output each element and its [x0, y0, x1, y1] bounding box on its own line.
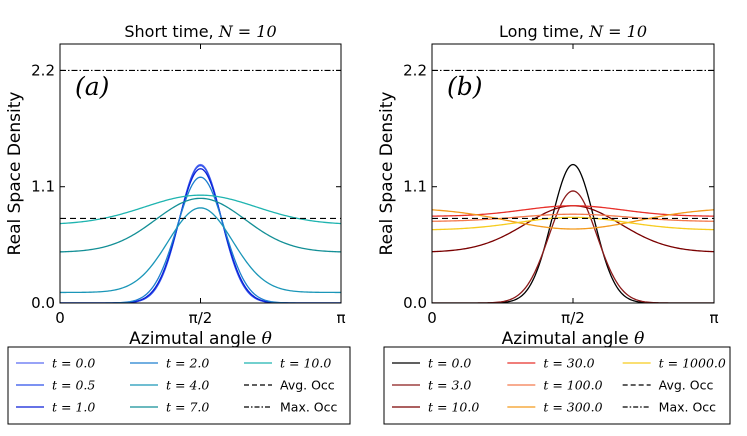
series-line-4.0 [60, 207, 341, 294]
legend-entry-label: t = 7.0 [166, 400, 209, 415]
legend-box [383, 346, 731, 425]
series-line-0.0 [432, 163, 714, 303]
series-line-0.5 [60, 164, 341, 303]
panel-label: (a) [75, 72, 109, 101]
y-tick-label: 2.2 [403, 61, 427, 79]
y-axis-label: Real Space Density [5, 92, 25, 256]
y-tick-label: 2.2 [31, 61, 55, 79]
legend-entry-label: Avg. Occ [280, 378, 335, 393]
chart-title: Short time, N = 10 [124, 22, 276, 41]
legend-entry-label: Max. Occ [659, 400, 717, 415]
legend-entry-label: Max. Occ [280, 400, 338, 415]
series-line-0.0 [60, 163, 341, 303]
legend: t = 0.0 t = 0.5 t = 1.0 t = 2.0 t = 4.0 t = 7… [7, 346, 351, 425]
series-line-7.0 [60, 197, 341, 253]
y-tick-label: 0.0 [403, 294, 427, 312]
legend-entry-label: t = 10.0 [280, 356, 331, 371]
chart-title: Long time, N = 10 [499, 22, 647, 41]
legend-entry-label: t = 100.0 [543, 378, 602, 393]
x-axis-label: Azimutal angle θ [129, 329, 272, 349]
x-tick-label: 0 [55, 309, 65, 327]
panel-label: (b) [447, 72, 483, 101]
series-line-10.0 [60, 194, 341, 225]
legend-entry-label: t = 2.0 [166, 356, 209, 371]
x-tick-label: π [336, 309, 345, 327]
legend: t = 0.0 t = 3.0 t = 10.0 t = 30.0 t = 100.0 t… [383, 346, 731, 425]
x-tick-label: π/2 [189, 309, 213, 327]
legend-entry-label: t = 0.0 [52, 356, 95, 371]
y-tick-label: 1.1 [403, 178, 427, 196]
y-tick-label: 0.0 [31, 294, 55, 312]
legend-entry-label: t = 3.0 [428, 378, 471, 393]
panel-b: Long time, N = 10 0.0 1.1 2.2 0 π/2 π (b) Azimut… [377, 22, 731, 425]
legend-entry-label: t = 4.0 [166, 378, 209, 393]
series-line-100.0 [432, 213, 714, 222]
series-line-2.0 [60, 176, 341, 303]
x-tick-label: 0 [427, 309, 437, 327]
series-line-300.0 [432, 209, 714, 230]
legend-entry-label: t = 1.0 [52, 400, 95, 415]
legend-entry-label: t = 0.5 [52, 378, 95, 393]
legend-entry-label: t = 10.0 [428, 400, 479, 415]
legend-box [7, 346, 351, 425]
x-tick-label: π/2 [561, 309, 585, 327]
y-axis-label: Real Space Density [377, 92, 397, 256]
legend-entry-label: t = 300.0 [543, 400, 602, 415]
legend-entry-label: t = 1000.0 [659, 356, 726, 371]
legend-entry-label: t = 30.0 [543, 356, 594, 371]
y-tick-label: 1.1 [31, 178, 55, 196]
x-axis-label: Azimutal angle θ [502, 329, 645, 349]
panel-a: Short time, N = 10 0.0 1.1 2.2 0 π/2 π (a) Azimu… [5, 22, 351, 425]
series-line-1000.0 [432, 216, 714, 231]
x-tick-label: π [709, 309, 718, 327]
legend-entry-label: t = 0.0 [428, 356, 471, 371]
series-line-1.0 [60, 168, 341, 303]
legend-entry-label: Avg. Occ [659, 378, 714, 393]
